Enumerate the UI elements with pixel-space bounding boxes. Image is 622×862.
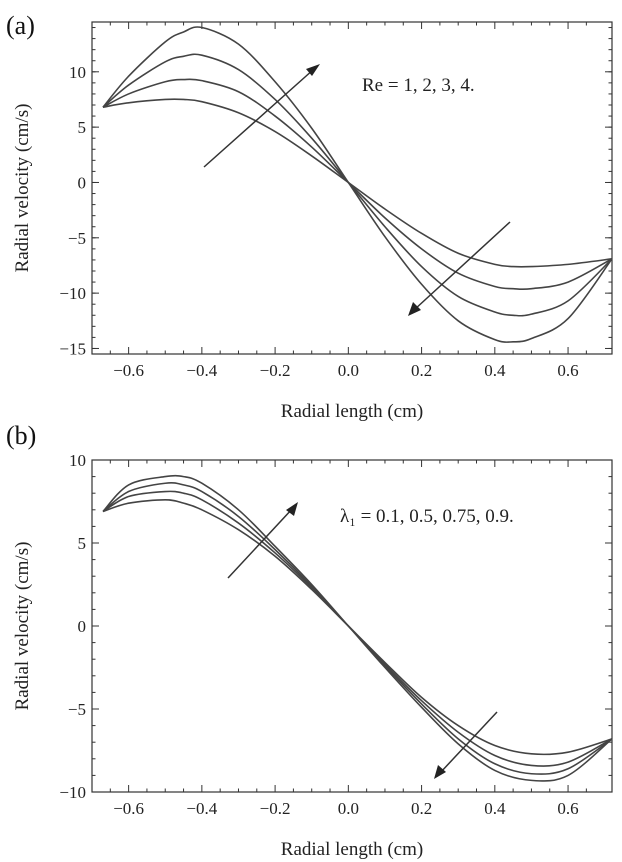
chart-panel-b: (b) −0.6 −0.4 −0.2 0.0 0.2 0.4 0.6 −10 −5 0 5 10 λ₁… xyxy=(6,421,612,860)
axis-ticks-b: −0.6 −0.4 −0.2 0.0 0.2 0.4 0.6 −10 −5 0 5 10 xyxy=(59,451,612,818)
y-tick-label-b: 0 xyxy=(78,617,87,636)
x-tick-label-b: 0.2 xyxy=(411,799,432,818)
x-tick-label-a: 0.0 xyxy=(338,361,359,380)
x-tick-label-b: −0.4 xyxy=(186,799,217,818)
y-tick-label-a: −10 xyxy=(59,284,86,303)
y-tick-label-b: 5 xyxy=(78,534,87,553)
y-tick-label-b: −5 xyxy=(68,700,86,719)
x-tick-label-b: 0.6 xyxy=(557,799,578,818)
series-line-a-1 xyxy=(103,99,612,267)
x-axis-label-b: Radial length (cm) xyxy=(281,839,423,860)
series-line-a-2 xyxy=(103,79,612,289)
x-tick-label-a: 0.6 xyxy=(557,361,578,380)
x-tick-label-a: 0.4 xyxy=(484,361,506,380)
y-tick-label-a: 0 xyxy=(78,173,87,192)
y-tick-label-b: 10 xyxy=(69,451,86,470)
x-tick-label-a: −0.2 xyxy=(260,361,291,380)
x-tick-label-b: −0.2 xyxy=(260,799,291,818)
x-tick-label-b: 0.4 xyxy=(484,799,506,818)
y-axis-label-b: Radial velocity (cm/s) xyxy=(12,542,33,711)
x-tick-label-b: −0.6 xyxy=(113,799,144,818)
series-line-a-4 xyxy=(103,27,612,342)
x-tick-label-a: 0.2 xyxy=(411,361,432,380)
y-tick-label-b: −10 xyxy=(59,783,86,802)
annotation-lambda: λ₁ = 0.1, 0.5, 0.75, 0.9. xyxy=(340,506,514,527)
annotation-re: Re = 1, 2, 3, 4. xyxy=(362,75,475,96)
y-tick-label-a: 5 xyxy=(78,118,87,137)
series-line-b-1 xyxy=(103,500,612,755)
y-tick-label-a: 10 xyxy=(69,63,86,82)
y-axis-label-a: Radial velocity (cm/s) xyxy=(12,104,33,273)
y-tick-label-a: −5 xyxy=(68,229,86,248)
y-tick-label-a: −15 xyxy=(59,339,86,358)
panel-a-label: (a) xyxy=(6,11,35,40)
panel-b-label: (b) xyxy=(6,421,36,450)
series-line-b-2 xyxy=(103,491,612,766)
chart-panel-a: (a) −0.6 −0.4 −0.2 0.0 0.2 0.4 0.6 −15 −10 −5 0 5 10… xyxy=(6,11,612,422)
x-tick-label-a: −0.6 xyxy=(113,361,144,380)
x-tick-label-a: −0.4 xyxy=(186,361,217,380)
series-line-a-3 xyxy=(103,54,612,316)
x-axis-label-a: Radial length (cm) xyxy=(281,401,423,422)
x-tick-label-b: 0.0 xyxy=(338,799,359,818)
series-group-a xyxy=(103,27,612,342)
arrow-down-b xyxy=(434,712,497,779)
